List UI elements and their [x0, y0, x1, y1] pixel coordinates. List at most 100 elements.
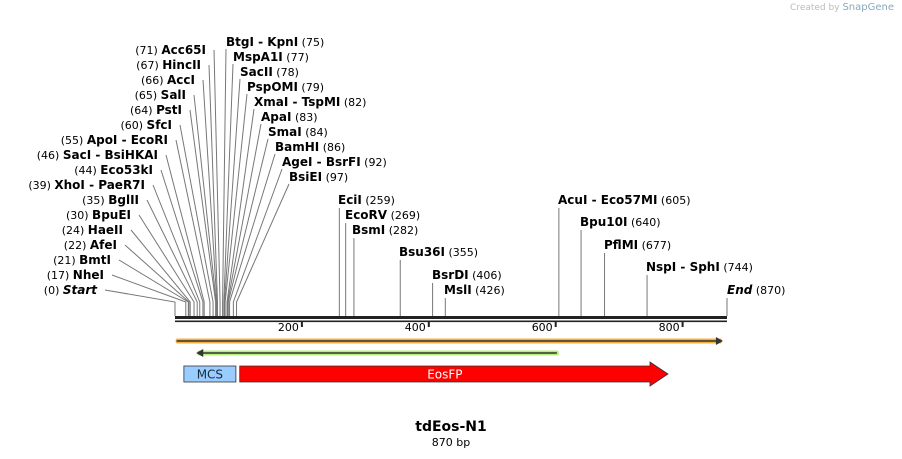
site-name: AfeI [90, 238, 117, 252]
arrowhead-icon [715, 337, 723, 345]
site-name: Bpu10I [580, 215, 627, 229]
site-name: MslI [444, 283, 472, 297]
site-position: (406) [469, 269, 502, 282]
site-label: (55) ApoI - EcoRI [61, 133, 168, 147]
site-line [222, 48, 227, 316]
site-position: (83) [291, 111, 317, 124]
site-end: End (870) [726, 283, 785, 316]
site-name: MspA1I [233, 50, 283, 64]
site-label: AgeI - BsrFI (92) [282, 155, 387, 169]
site-line [223, 63, 234, 316]
eosfp-feature [239, 361, 669, 387]
site-acci: (66) AccI [141, 73, 218, 316]
site-position: (30) [66, 209, 92, 222]
site-position: (259) [362, 194, 395, 207]
site-bsiei: BsiEI (97) [236, 170, 348, 316]
site-name: ApoI - EcoRI [87, 133, 168, 147]
site-label: (0) Start [44, 283, 98, 297]
site-line [104, 289, 176, 316]
site-position: (66) [141, 74, 167, 87]
site-name: HaeII [88, 223, 123, 237]
site-name: EcoRV [345, 208, 388, 222]
tick-label: 400 [405, 321, 426, 334]
site-label: (67) HincII [136, 58, 201, 72]
site-position: (44) [74, 164, 100, 177]
site-position: (46) [37, 149, 63, 162]
site-position: (640) [627, 216, 660, 229]
site-position: (0) [44, 284, 63, 297]
site-position: (426) [472, 284, 505, 297]
site-label: XmaI - TspMI (82) [254, 95, 366, 109]
site-position: (870) [752, 284, 785, 297]
site-name: SacII [240, 65, 273, 79]
tick-400 [427, 321, 430, 327]
site-ecorv: EcoRV (269) [345, 208, 420, 316]
site-name: SacI - BsiHKAI [63, 148, 158, 162]
map-length: 870 bp [431, 436, 471, 449]
site-position: (78) [273, 66, 299, 79]
site-label: End (870) [727, 283, 785, 297]
site-label: EcoRV (269) [345, 208, 420, 222]
site-pflmi: PflMI (677) [604, 238, 671, 316]
site-label: (60) SfcI [120, 118, 172, 132]
site-name: BpuEI [92, 208, 131, 222]
site-name: SalI [161, 88, 186, 102]
site-line [223, 78, 241, 316]
site-line [226, 108, 255, 316]
site-position: (84) [302, 126, 328, 139]
site-line [202, 79, 218, 316]
site-line [152, 184, 201, 316]
site-label: PflMI (677) [604, 238, 671, 252]
site-label: SmaI (84) [268, 125, 328, 139]
site-pspomi: PspOMI (79) [224, 80, 324, 316]
site-position: (60) [120, 119, 146, 132]
site-apai: ApaI (83) [227, 110, 318, 316]
site-line [111, 274, 187, 316]
site-bpuei: (30) BpuEI [66, 208, 195, 316]
site-label: (66) AccI [141, 73, 195, 87]
credit-prefix: Created by [790, 3, 840, 13]
tick-800 [681, 321, 684, 327]
site-line [229, 153, 276, 316]
site-nhei: (17) NheI [47, 268, 187, 316]
site-line [236, 183, 290, 316]
site-label: (65) SalI [135, 88, 186, 102]
site-line [118, 259, 189, 316]
site-name: AccI [167, 73, 195, 87]
site-line [213, 49, 221, 316]
site-label: BsrDI (406) [432, 268, 502, 282]
site-name: BsmI [352, 223, 385, 237]
site-line [179, 124, 214, 316]
site-name: HincII [162, 58, 201, 72]
site-sali: (65) SalI [135, 88, 217, 316]
site-position: (17) [47, 269, 73, 282]
site-start: (0) Start [44, 283, 176, 316]
site-name: End [727, 283, 753, 297]
site-afei: (22) AfeI [64, 238, 190, 316]
site-name: PspOMI [247, 80, 298, 94]
site-name: BtgI - KpnI [226, 35, 298, 49]
site-label: (39) XhoI - PaeR7I [28, 178, 145, 192]
site-line [130, 229, 191, 316]
site-name: BamHI [275, 140, 319, 154]
site-line [227, 138, 269, 316]
site-name: Bsu36I [399, 245, 445, 259]
site-position: (24) [62, 224, 88, 237]
tick-label: 200 [278, 321, 299, 334]
site-name: AcuI - Eco57MI [558, 193, 657, 207]
site-label: BsiEI (97) [289, 170, 348, 184]
site-line [138, 214, 195, 316]
site-name: ApaI [261, 110, 291, 124]
site-bsrdi: BsrDI (406) [432, 268, 502, 316]
site-label: MslI (426) [444, 283, 505, 297]
site-line [227, 123, 262, 316]
tick-600 [554, 321, 557, 327]
site-haeii: (24) HaeII [62, 223, 191, 316]
site-position: (64) [130, 104, 156, 117]
site-bpu10i: Bpu10I (640) [580, 215, 661, 316]
site-label: BtgI - KpnI (75) [226, 35, 324, 49]
site-line [224, 93, 248, 316]
site-line [208, 64, 219, 316]
site-position: (86) [319, 141, 345, 154]
